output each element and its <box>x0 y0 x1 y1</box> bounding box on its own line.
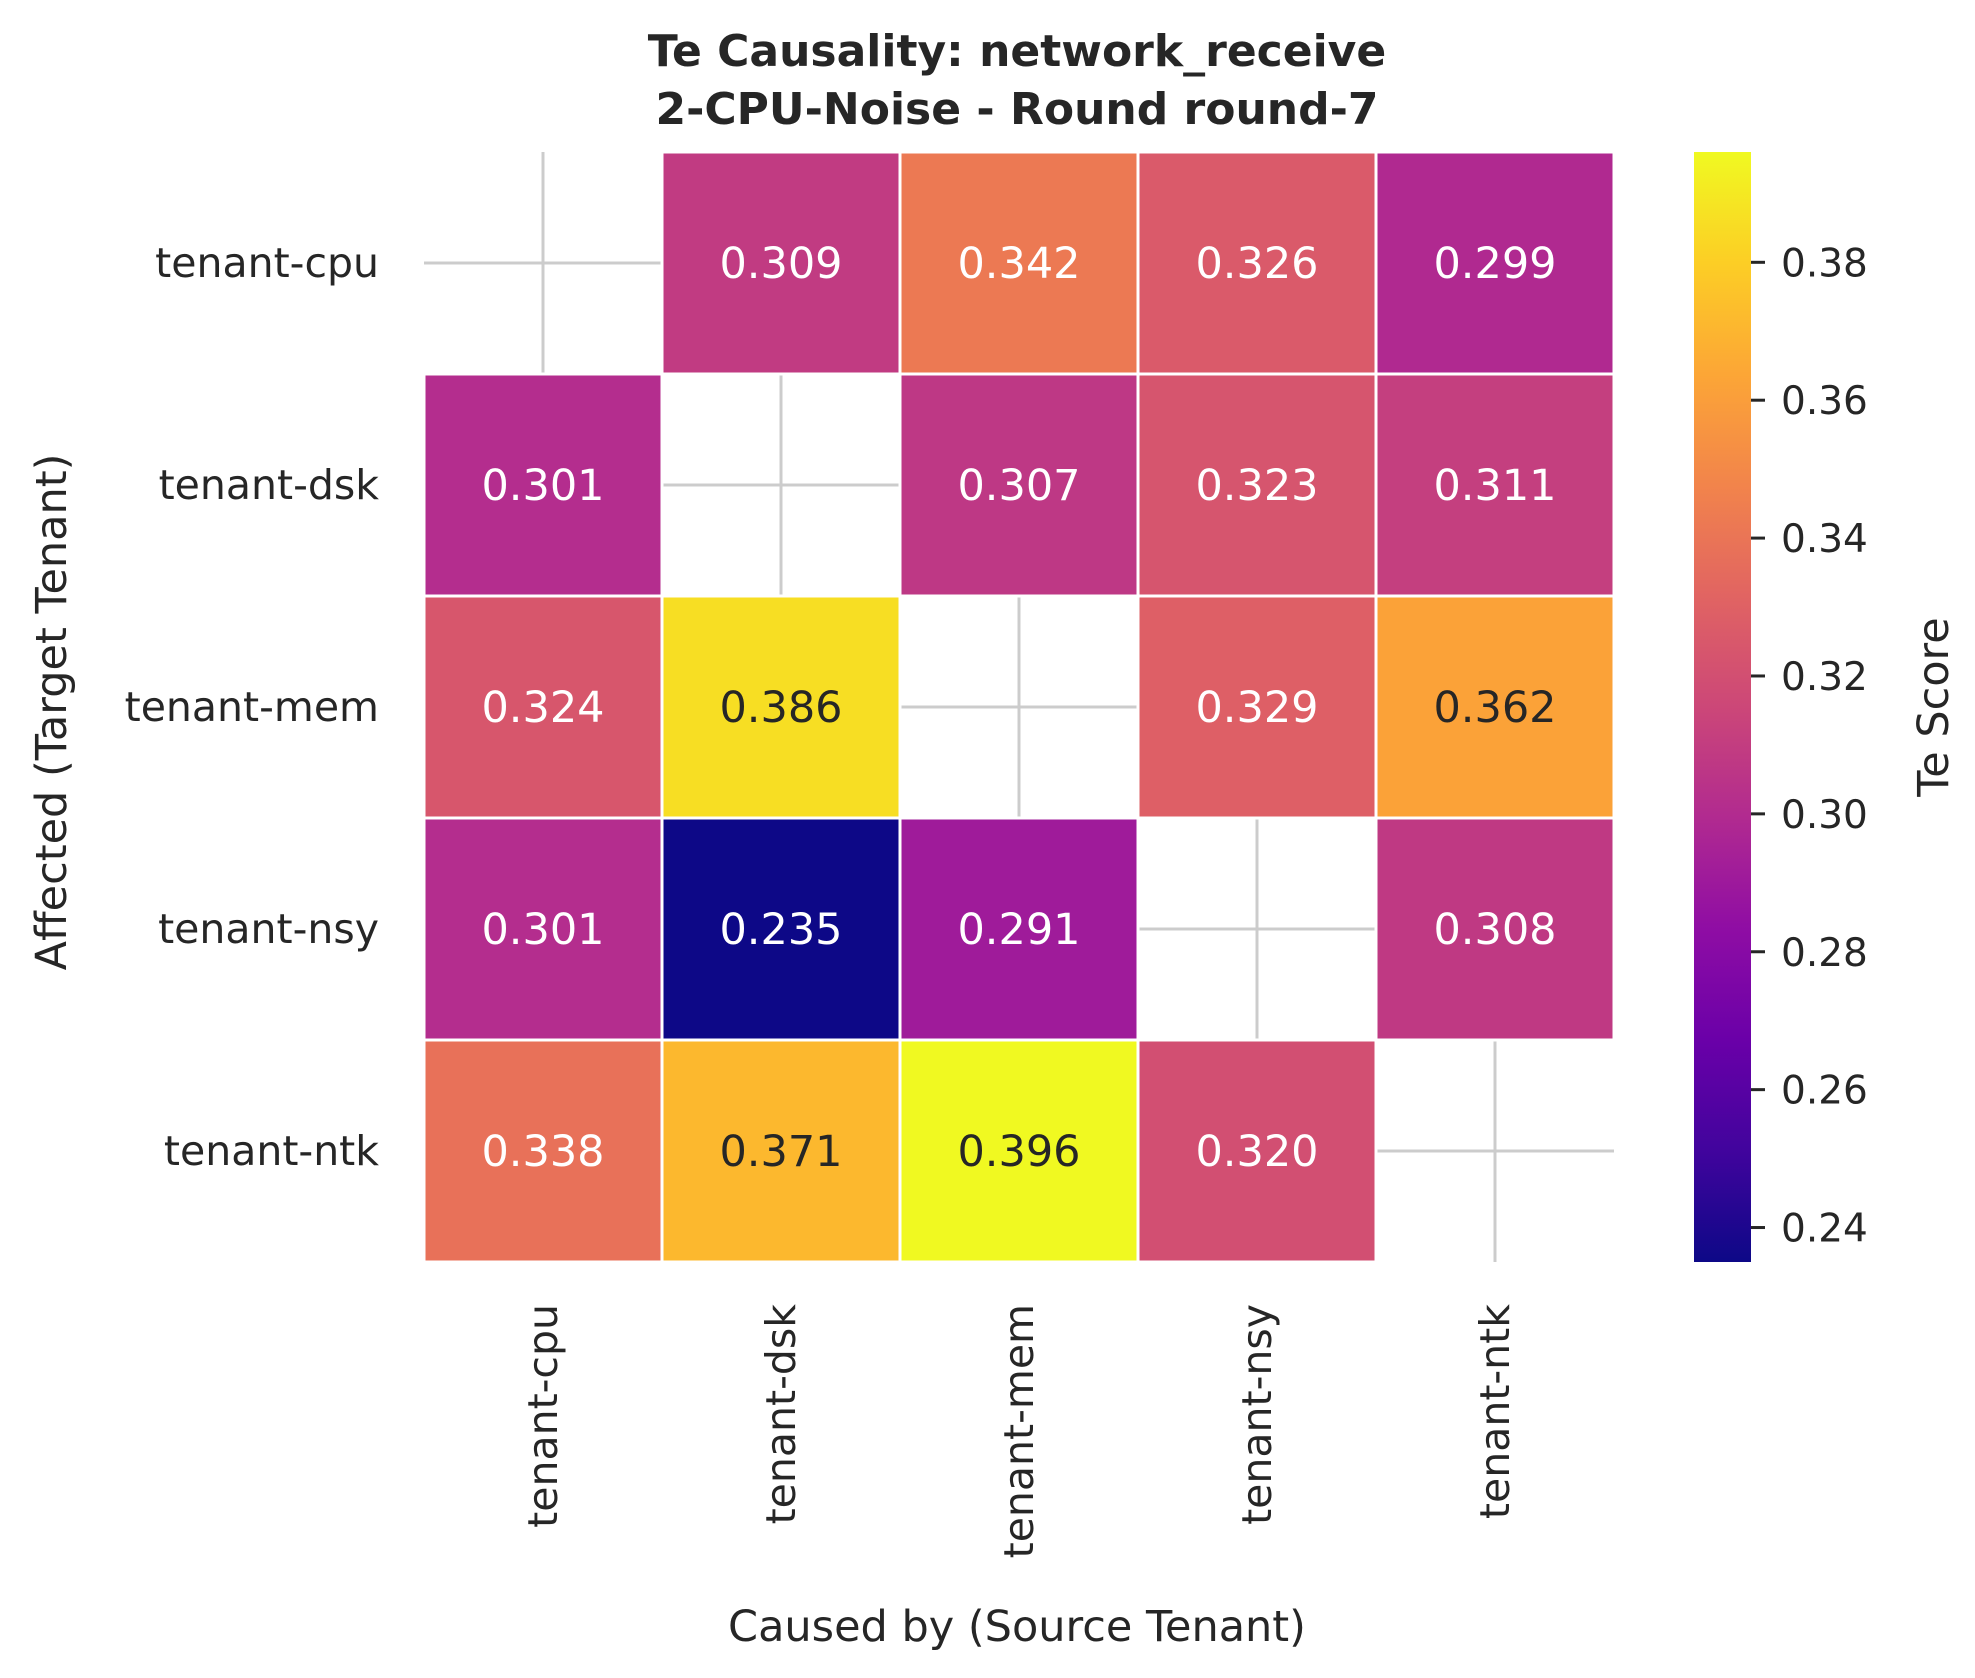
cell-value-label: 0.299 <box>1433 239 1556 289</box>
cell-value-label: 0.320 <box>1195 1127 1318 1177</box>
heatmap-cell <box>422 1038 664 1264</box>
heatmap-cell <box>1374 150 1616 376</box>
colorbar-tick-label: 0.32 <box>1781 655 1868 700</box>
cell-value-label: 0.235 <box>719 905 842 955</box>
y-tick-label: tenant-mem <box>125 683 379 731</box>
heatmap-cell <box>1374 594 1616 820</box>
cell-value-label: 0.326 <box>1195 239 1318 289</box>
heatmap-cell <box>660 1038 902 1264</box>
chart-title-line2: 2-CPU-Noise - Round round-7 <box>656 84 1379 135</box>
y-axis-label: Affected (Target Tenant) <box>27 454 77 971</box>
y-tick-label: tenant-dsk <box>159 461 380 509</box>
cell-value-label: 0.291 <box>957 905 1080 955</box>
x-tick-label: tenant-mem <box>995 1304 1043 1558</box>
colorbar-tick-label: 0.28 <box>1781 931 1868 976</box>
cell-value-label: 0.307 <box>957 461 1080 511</box>
heatmap-cell <box>422 372 664 598</box>
heatmap-cell <box>898 1038 1140 1264</box>
chart-title-line1: Te Causality: network_receive <box>648 26 1386 77</box>
cell-value-label: 0.338 <box>481 1127 604 1177</box>
x-tick-labels: tenant-cpu tenant-dsk tenant-mem tenant-nsy… <box>519 1304 1519 1559</box>
cell-value-label: 0.301 <box>481 905 604 955</box>
heatmap-cell <box>898 150 1140 376</box>
colorbar-tick-label: 0.38 <box>1781 241 1868 286</box>
heatmap-cell <box>1374 816 1616 1042</box>
heatmap-cell <box>422 594 664 820</box>
cell-value-label: 0.324 <box>481 683 604 733</box>
colorbar-tick-label: 0.34 <box>1781 517 1868 562</box>
heatmap-cell <box>660 594 902 820</box>
colorbar <box>1694 152 1751 1262</box>
heatmap-cell <box>1374 372 1616 598</box>
cell-value-label: 0.309 <box>719 239 842 289</box>
colorbar-ticks: 0.24 0.26 0.28 0.30 0.32 0.34 0.36 0.38 <box>1751 241 1868 1252</box>
x-tick-label: tenant-nsy <box>1233 1304 1281 1525</box>
colorbar-tick-label: 0.26 <box>1781 1069 1868 1114</box>
x-axis-label: Caused by (Source Tenant) <box>728 1602 1306 1652</box>
cell-value-label: 0.301 <box>481 461 604 511</box>
colorbar-tick-label: 0.36 <box>1781 379 1868 424</box>
cell-value-label: 0.342 <box>957 239 1080 289</box>
cell-value-label: 0.386 <box>719 683 842 733</box>
x-tick-label: tenant-dsk <box>757 1304 805 1525</box>
heatmap-cell <box>1136 372 1378 598</box>
colorbar-tick-label: 0.30 <box>1781 793 1868 838</box>
colorbar-tick-label: 0.24 <box>1781 1207 1868 1252</box>
x-tick-label: tenant-cpu <box>519 1304 567 1528</box>
cell-value-label: 0.323 <box>1195 461 1318 511</box>
heatmap-cell <box>1136 1038 1378 1264</box>
cell-value-label: 0.362 <box>1433 683 1556 733</box>
cell-value-label: 0.396 <box>957 1127 1080 1177</box>
y-tick-label: tenant-nsy <box>158 905 379 953</box>
heatmap-cell <box>660 816 902 1042</box>
heatmap-cells <box>422 150 1616 1264</box>
y-tick-labels: tenant-cpu tenant-dsk tenant-mem tenant-nsy… <box>125 239 380 1175</box>
heatmap-cell <box>898 372 1140 598</box>
y-tick-label: tenant-cpu <box>155 239 379 287</box>
heatmap-cell <box>422 816 664 1042</box>
heatmap-cell <box>1136 594 1378 820</box>
cell-value-labels: 0.309 0.342 0.326 0.299 0.301 0.307 0.323 0.311… <box>481 239 1556 1177</box>
cell-value-label: 0.371 <box>719 1127 842 1177</box>
cell-value-label: 0.311 <box>1433 461 1556 511</box>
heatmap-cell <box>898 816 1140 1042</box>
cell-value-label: 0.329 <box>1195 683 1318 733</box>
colorbar-label: Te Score <box>1909 617 1959 798</box>
y-tick-label: tenant-ntk <box>164 1127 379 1175</box>
x-tick-label: tenant-ntk <box>1471 1304 1519 1519</box>
cell-value-label: 0.308 <box>1433 905 1556 955</box>
